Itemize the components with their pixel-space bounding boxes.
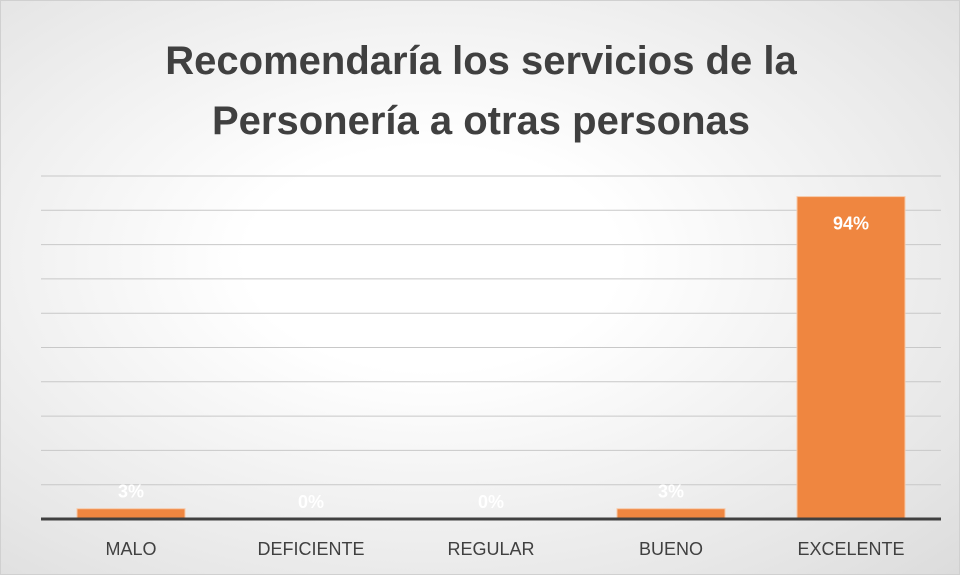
bar bbox=[796, 196, 906, 520]
x-tick-label: EXCELENTE bbox=[797, 539, 904, 559]
chart-title: Recomendaría los servicios de la Persone… bbox=[165, 39, 797, 143]
data-label: 0% bbox=[478, 492, 504, 512]
bar bbox=[616, 508, 726, 520]
x-tick-label: REGULAR bbox=[447, 539, 534, 559]
data-label: 3% bbox=[118, 481, 144, 501]
x-tick-label: DEFICIENTE bbox=[257, 539, 364, 559]
data-label: 3% bbox=[658, 481, 684, 501]
data-label: 94% bbox=[833, 213, 869, 233]
bar bbox=[76, 508, 186, 520]
data-label: 0% bbox=[298, 492, 324, 512]
x-tick-label: BUENO bbox=[639, 539, 703, 559]
x-tick-label: MALO bbox=[105, 539, 156, 559]
